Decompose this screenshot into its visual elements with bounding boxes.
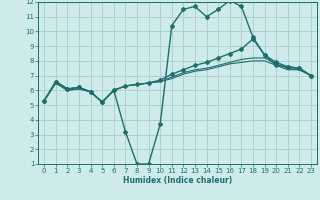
X-axis label: Humidex (Indice chaleur): Humidex (Indice chaleur)	[123, 176, 232, 185]
